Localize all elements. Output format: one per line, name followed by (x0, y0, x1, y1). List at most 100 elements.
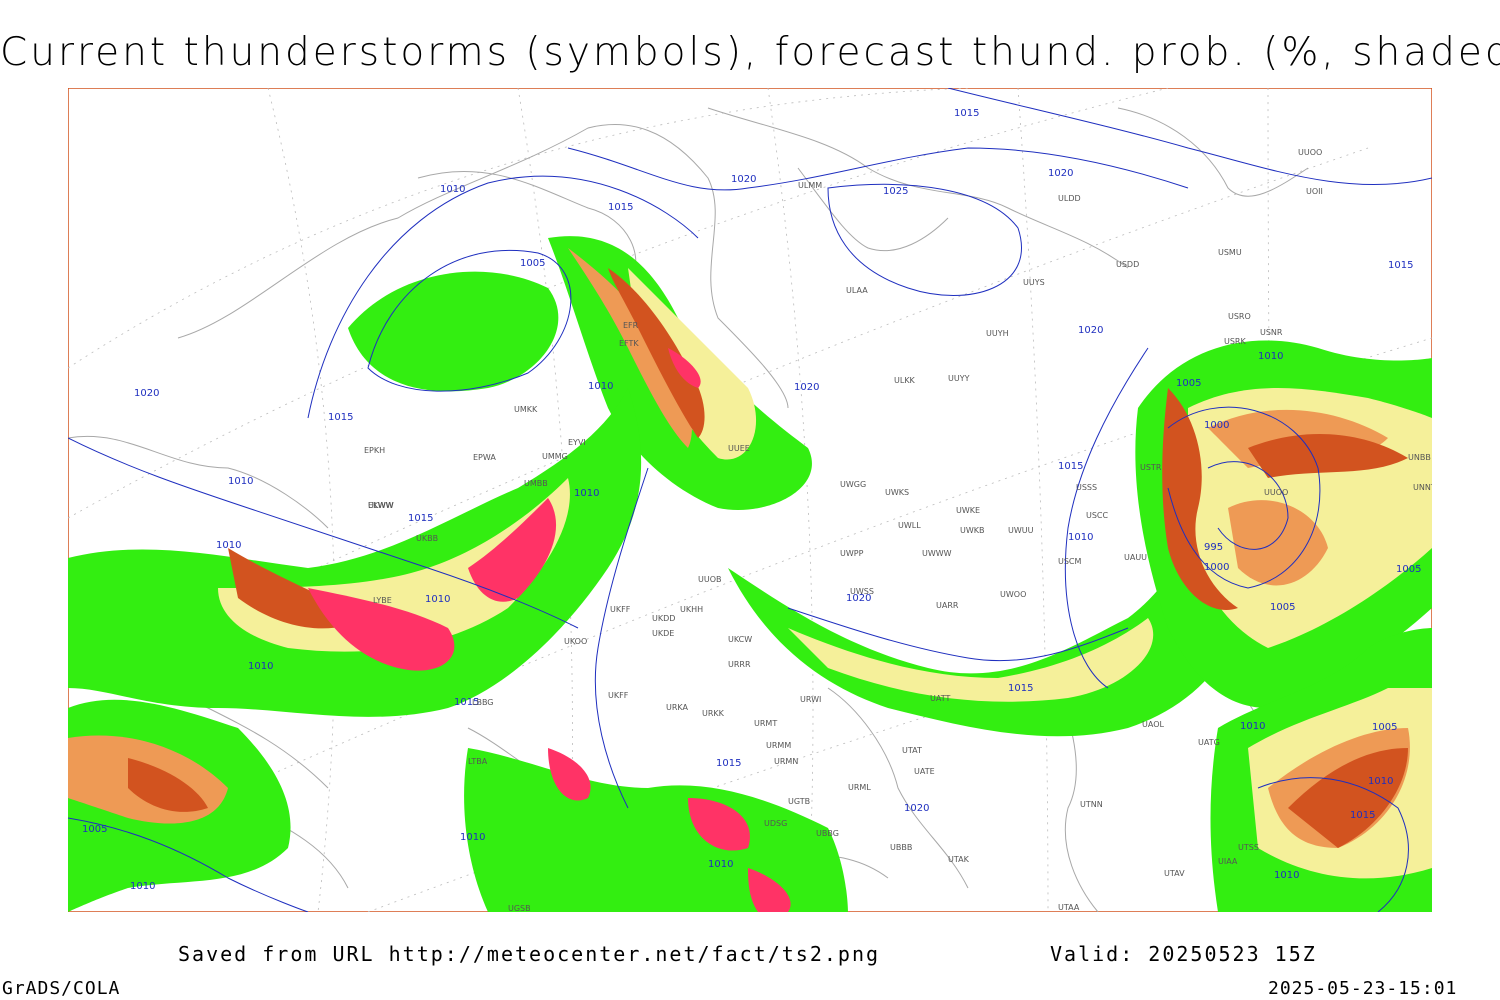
station-label: URWI (800, 695, 821, 704)
station-label: URMN (774, 757, 798, 766)
isobar-label: 1010 (1258, 351, 1283, 362)
isobar-label: 1010 (574, 488, 599, 499)
station-label: UTAV (1164, 869, 1185, 878)
timestamp-text: 2025-05-23-15:01 (1268, 978, 1458, 999)
isobar-label: 1010 (1368, 776, 1393, 787)
station-label: UATG (1198, 738, 1220, 747)
isobar-label: 1010 (1068, 532, 1093, 543)
station-label: UKHH (680, 605, 703, 614)
station-label: ULWW (368, 501, 393, 510)
isobar-label: 1005 (1270, 602, 1295, 613)
station-label: UUYH (986, 329, 1009, 338)
isobar-labels: 1015 1020 1020 1025 1010 1015 1005 1020 … (82, 108, 1421, 892)
station-label: UMBB (524, 479, 548, 488)
isobar-label: 1020 (731, 174, 756, 185)
station-label: UUEE (728, 444, 750, 453)
station-label: UWPP (840, 549, 864, 558)
station-label: EYVI (568, 438, 586, 447)
station-label: URMT (754, 719, 777, 728)
station-label: UUYS (1023, 278, 1045, 287)
station-label: UWSS (850, 587, 874, 596)
credit-text: GrADS/COLA (2, 978, 121, 999)
isobar-label: 1010 (708, 859, 733, 870)
station-label: LBBG (472, 698, 494, 707)
chart-title: Current thunderstorms (symbols), forecas… (0, 30, 1500, 75)
station-label: ULDD (1058, 194, 1081, 203)
isobar-label: 1005 (1372, 722, 1397, 733)
isobar-label: 1015 (1350, 810, 1375, 821)
station-label: LYBE (373, 596, 392, 605)
station-label: UWKS (885, 488, 909, 497)
isobar-label: 1015 (716, 758, 741, 769)
station-label: UOII (1306, 187, 1323, 196)
station-label: USNR (1260, 328, 1283, 337)
isobar-label: 1010 (248, 661, 273, 672)
isobar-label: 1000 (1204, 420, 1229, 431)
station-label: UKDD (652, 614, 675, 623)
isobar-label: 1010 (130, 881, 155, 892)
isobar-label: 1020 (904, 803, 929, 814)
isobar-label: 1020 (846, 593, 871, 604)
isobar-label: 1020 (794, 382, 819, 393)
station-label: UUOB (698, 575, 722, 584)
isobar-label: 1020 (1048, 168, 1073, 179)
isobar-label: 1005 (1396, 564, 1421, 575)
station-label: UNBB (1408, 453, 1431, 462)
station-label: URKK (702, 709, 725, 718)
isobar-label: 1015 (454, 697, 479, 708)
station-label: EPKH (364, 446, 385, 455)
station-label: USCC (1086, 511, 1109, 520)
station-label: UIAA (1218, 857, 1238, 866)
station-label: UKCW (728, 635, 752, 644)
weather-map: 1015 1020 1020 1025 1010 1015 1005 1020 … (68, 88, 1432, 912)
isobar-label: 1025 (883, 186, 908, 197)
station-label: USRK (1224, 337, 1246, 346)
station-label: UGTB (788, 797, 810, 806)
station-label: URKA (666, 703, 689, 712)
station-label: EFTK (619, 339, 639, 348)
station-label: UARR (936, 601, 959, 610)
isobar-label: 1005 (1176, 378, 1201, 389)
isobar-label: 995 (1204, 542, 1223, 553)
station-label: UKOO (564, 637, 587, 646)
station-label: UKBB (416, 534, 438, 543)
station-label: UNNT (1413, 483, 1432, 492)
station-label: UGSB (508, 904, 531, 912)
station-label: UTAA (1058, 903, 1080, 912)
station-label: ULAA (846, 286, 868, 295)
station-label: EPWA (473, 453, 496, 462)
station-label: UDSG (764, 819, 787, 828)
isobars (68, 88, 1432, 912)
station-label: URML (848, 783, 871, 792)
isobar-label: 1020 (134, 388, 159, 399)
station-label: UWKE (956, 506, 980, 515)
isobar-label: 1015 (1008, 683, 1033, 694)
isobar-label: 1010 (1240, 721, 1265, 732)
station-label: URRR (728, 660, 751, 669)
station-label: UATE (914, 767, 935, 776)
station-label: UTNN (1080, 800, 1103, 809)
station-label: USDD (1116, 260, 1139, 269)
isobar-label: 1000 (1204, 562, 1229, 573)
isobar-label: 1015 (608, 202, 633, 213)
station-label: UWGG (840, 480, 866, 489)
station-label: UTAT (902, 746, 922, 755)
station-label: ULMM (798, 181, 822, 190)
isobar-label: 1020 (1078, 325, 1103, 336)
isobar-label: 1005 (82, 824, 107, 835)
station-label: USMU (1218, 248, 1242, 257)
isobar-label: 1015 (408, 513, 433, 524)
station-label: UBBB (890, 843, 912, 852)
station-label: ULKK (894, 376, 916, 385)
station-label: UTSS (1238, 843, 1259, 852)
station-label: UTAK (948, 855, 970, 864)
station-label: UKFF (608, 691, 629, 700)
station-label: EFR (623, 321, 639, 330)
isobar-label: 1010 (440, 184, 465, 195)
isobar-label: 1010 (425, 594, 450, 605)
station-label: UWWW (922, 549, 952, 558)
station-label: UKDE (652, 629, 674, 638)
isobar-label: 1005 (520, 258, 545, 269)
isobar-label: 1015 (328, 412, 353, 423)
station-label: UMMG (542, 452, 568, 461)
